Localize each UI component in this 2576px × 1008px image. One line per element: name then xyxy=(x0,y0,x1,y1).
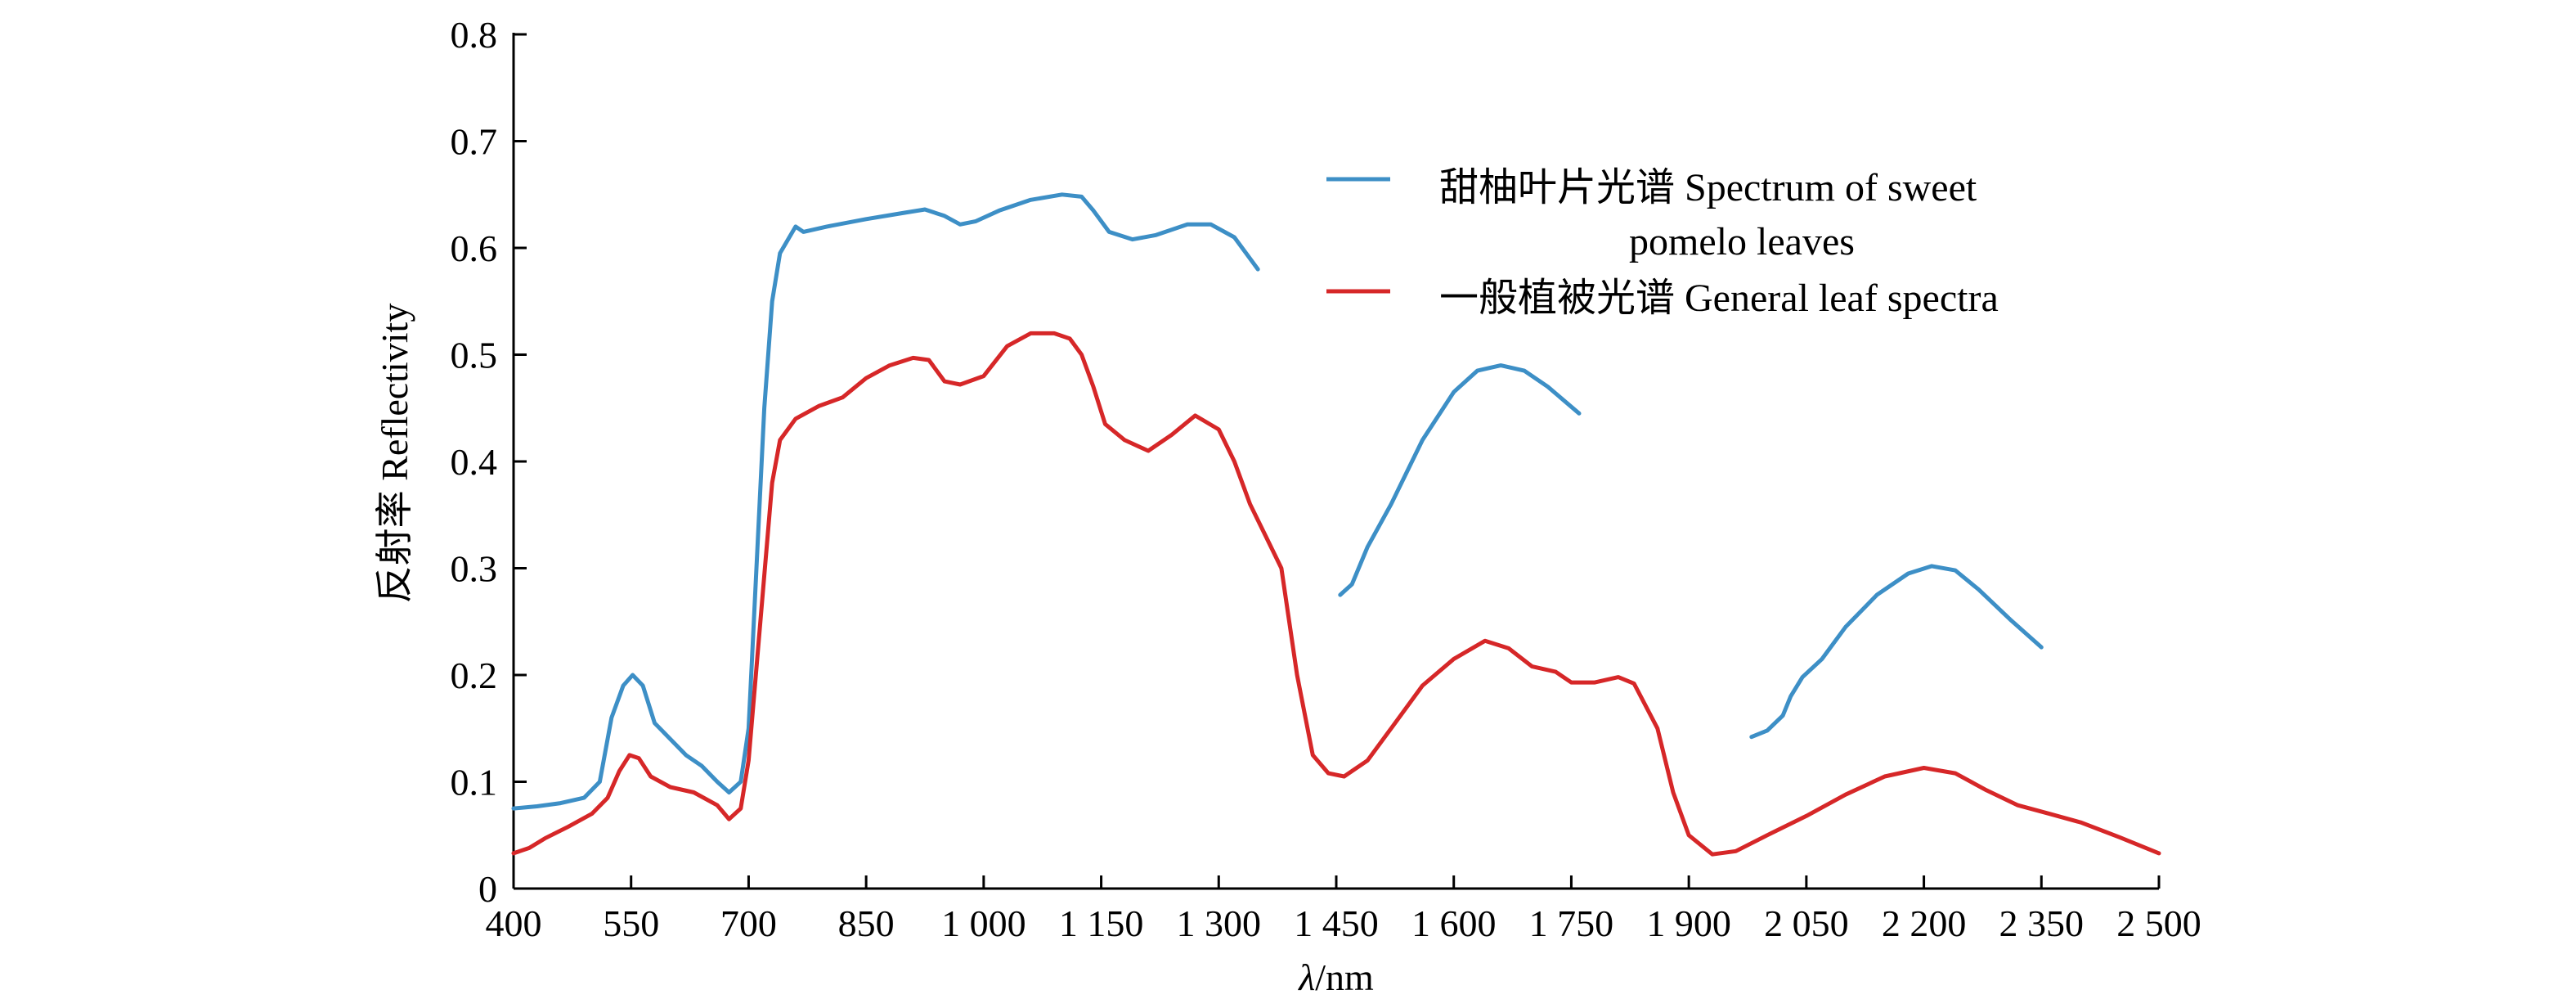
x-tick-label: 1 150 xyxy=(1059,902,1144,944)
x-tick-label: 2 050 xyxy=(1764,902,1849,944)
y-tick-label: 0.7 xyxy=(451,121,498,163)
legend-label-general-leaf: 一般植被光谱 General leaf spectra xyxy=(1439,277,1999,320)
legend-label-sweet-pomelo-line2: pomelo leaves xyxy=(1629,220,1855,263)
sweet-pomelo-line-segment xyxy=(511,192,1260,811)
x-tick-label: 1 900 xyxy=(1646,902,1731,944)
x-axis-title: λ/nm xyxy=(1297,956,1374,998)
x-tick-label: 1 450 xyxy=(1294,902,1379,944)
plot-area: 400 550 700 850 1 000 1 150 1 300 1 450 1 600 1 7… xyxy=(451,14,2201,944)
general-leaf-line-segment xyxy=(511,331,2161,857)
legend: 甜柚叶片光谱 Spectrum of sweet pomelo leaves 一… xyxy=(1326,166,1999,320)
x-tick-label: 2 500 xyxy=(2116,902,2201,944)
y-tick-label: 0.8 xyxy=(451,14,498,56)
y-tick-label: 0.6 xyxy=(451,227,498,269)
x-tick-label: 2 350 xyxy=(1999,902,2085,944)
x-tick-label: 400 xyxy=(486,902,542,944)
x-tick-label: 850 xyxy=(838,902,895,944)
sweet-pomelo-line-segment xyxy=(1338,363,1582,597)
y-tick-label: 0.1 xyxy=(451,762,498,803)
x-ticks: 400 550 700 850 1 000 1 150 1 300 1 450 1 600 1 7… xyxy=(486,875,2201,944)
series-sweet-pomelo xyxy=(511,192,2044,811)
y-tick-label: 0.3 xyxy=(451,548,498,590)
y-axis-title: 反射率 Reflectivity xyxy=(374,304,415,604)
sweet-pomelo-line-segment xyxy=(1749,564,2044,740)
x-axis-title-unit: /nm xyxy=(1315,956,1374,998)
y-tick-label: 0 xyxy=(478,868,497,910)
x-tick-label: 1 000 xyxy=(941,902,1026,944)
x-tick-label: 1 300 xyxy=(1177,902,1262,944)
x-tick-label: 700 xyxy=(720,902,777,944)
y-tick-label: 0.2 xyxy=(451,655,498,696)
x-tick-label: 550 xyxy=(603,902,659,944)
y-ticks: 0 0.1 0.2 0.3 0.4 0.5 0.6 0.7 0.8 xyxy=(451,14,527,910)
y-tick-label: 0.4 xyxy=(451,441,498,483)
series-general-leaf xyxy=(511,331,2161,857)
x-tick-label: 1 750 xyxy=(1529,902,1614,944)
x-axis-title-symbol: λ xyxy=(1297,956,1315,998)
legend-label-sweet-pomelo-line1: 甜柚叶片光谱 Spectrum of sweet xyxy=(1439,166,1977,209)
series-layer xyxy=(511,192,2161,857)
x-tick-label: 2 200 xyxy=(1882,902,1967,944)
y-tick-label: 0.5 xyxy=(451,335,498,376)
x-tick-label: 1 600 xyxy=(1411,902,1497,944)
